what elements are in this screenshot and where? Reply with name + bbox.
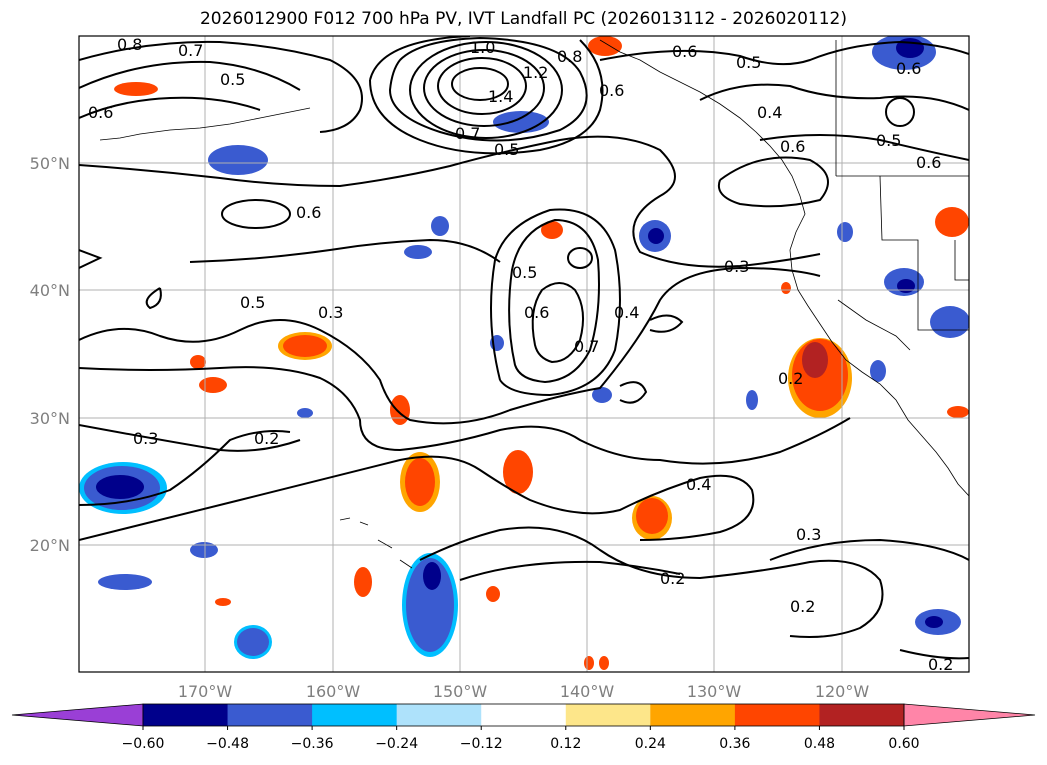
- lat-tick-label: 30°N: [30, 409, 70, 428]
- lat-tick-label: 40°N: [30, 281, 70, 300]
- colorbar-tick-label: 0.60: [888, 736, 919, 752]
- colorbar-extend-min: [11, 703, 144, 727]
- contour-label: 0.3: [133, 429, 158, 448]
- colorbar-bin: [650, 704, 736, 726]
- contour-label: 0.7: [574, 337, 599, 356]
- colorbar-bin: [565, 704, 651, 726]
- colorbar-tick-label: 0.48: [804, 736, 835, 752]
- contour-label: 0.5: [512, 263, 537, 282]
- contour-label: 0.2: [660, 569, 685, 588]
- contour-label: 0.5: [240, 293, 265, 312]
- colorbar-tick-label: 0.12: [550, 736, 581, 752]
- colorbar-tick-label: −0.24: [375, 736, 418, 752]
- contour-label: 0.8: [117, 35, 142, 54]
- colorbar-bin: [396, 704, 482, 726]
- colorbar-tick-label: −0.60: [122, 736, 165, 752]
- colorbar-outline: [142, 703, 905, 727]
- colorbar-tick-label: −0.36: [291, 736, 334, 752]
- contour-label: 0.6: [780, 137, 805, 156]
- coastlines: [99, 39, 969, 569]
- contour-label: 0.5: [220, 70, 245, 89]
- contour-label: 0.2: [928, 655, 953, 674]
- lon-tick-label: 120°W: [815, 682, 870, 701]
- colorbar-tick-label: −0.48: [206, 736, 249, 752]
- map-frame: [78, 35, 970, 673]
- colorbar-bin: [734, 704, 820, 726]
- contour-label: 0.7: [178, 41, 203, 60]
- map-area: 0.8 0.7 0.5 0.6 1.0 1.2 1.4 0.8 0.6 0.6 …: [79, 35, 969, 674]
- contour-label: 1.4: [488, 87, 513, 106]
- contour-label: 0.7: [455, 124, 480, 143]
- contour-label: 0.3: [318, 303, 343, 322]
- ivt-shading: [79, 36, 969, 670]
- contour-label: 0.6: [524, 303, 549, 322]
- lat-tick-label: 50°N: [30, 154, 70, 173]
- pv-contours: [79, 36, 969, 660]
- contour-label: 0.6: [896, 59, 921, 78]
- colorbar-bin: [481, 704, 567, 726]
- colorbar: −0.60 −0.48 −0.36 −0.24 −0.12 0.12 0.24 0.36 0.4…: [11, 703, 1036, 752]
- colorbar-bin: [227, 704, 313, 726]
- contour-label: 0.2: [254, 429, 279, 448]
- lon-tick-label: 170°W: [178, 682, 233, 701]
- contour-labels: 0.8 0.7 0.5 0.6 1.0 1.2 1.4 0.8 0.6 0.6 …: [88, 35, 953, 674]
- contour-label: 0.6: [672, 42, 697, 61]
- map-title: 2026012900 F012 700 hPa PV, IVT Landfall…: [199, 9, 847, 29]
- contour-label: 0.6: [599, 81, 624, 100]
- lon-tick-label: 130°W: [687, 682, 742, 701]
- contour-label: 0.6: [296, 203, 321, 222]
- lon-tick-labels: 170°W 160°W 150°W 140°W 130°W 120°W: [178, 682, 870, 701]
- colorbar-extend-max: [903, 703, 1036, 727]
- contour-label: 0.5: [736, 53, 761, 72]
- contour-label: 0.3: [724, 257, 749, 276]
- contour-label: 0.3: [796, 525, 821, 544]
- contour-label: 0.2: [778, 369, 803, 388]
- lon-tick-label: 150°W: [433, 682, 488, 701]
- colorbar-bin: [143, 704, 229, 726]
- colorbar-bin: [312, 704, 398, 726]
- colorbar-tick-label: 0.36: [719, 736, 750, 752]
- contour-label: 0.2: [790, 597, 815, 616]
- lat-tick-labels: 20°N 30°N 40°N 50°N: [30, 154, 70, 555]
- lat-tick-label: 20°N: [30, 536, 70, 555]
- contour-label: 0.4: [757, 103, 782, 122]
- colorbar-bin: [819, 704, 905, 726]
- contour-label: 0.5: [494, 140, 519, 159]
- colorbar-tick-label: −0.12: [460, 736, 503, 752]
- colorbar-tick-label: 0.24: [635, 736, 666, 752]
- contour-label: 0.4: [614, 303, 639, 322]
- contour-label: 0.4: [686, 475, 711, 494]
- contour-label: 0.6: [916, 153, 941, 172]
- lon-tick-label: 160°W: [306, 682, 361, 701]
- contour-label: 0.5: [876, 131, 901, 150]
- contour-label: 0.6: [88, 103, 113, 122]
- contour-label: 0.8: [557, 47, 582, 66]
- contour-label: 1.0: [470, 38, 495, 57]
- contour-label: 1.2: [523, 63, 548, 82]
- lon-tick-label: 140°W: [560, 682, 615, 701]
